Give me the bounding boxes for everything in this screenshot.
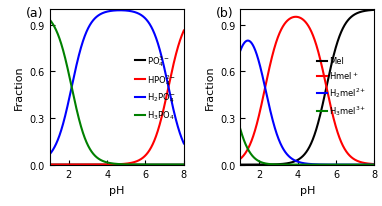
Hmel$^+$	[372, 163, 377, 166]
H$_3$PO$_4$	[181, 164, 186, 166]
H$_2$mel$^{2+}$	[246, 40, 250, 43]
H$_2$PO$_4^{-}$	[153, 36, 158, 38]
H$_3$PO$_4$	[109, 162, 113, 165]
H$_2$PO$_4^{-}$	[113, 10, 117, 13]
H$_3$mel$^{3+}$	[303, 164, 308, 166]
PO$_4^{3-}$	[178, 164, 182, 166]
Hmel$^+$	[303, 22, 308, 24]
Line: H$_3$PO$_4$: H$_3$PO$_4$	[50, 21, 184, 165]
H$_2$mel$^{2+}$	[245, 40, 249, 43]
HPO$_4^{2-}$	[109, 163, 113, 166]
PO$_4^{3-}$	[47, 164, 52, 166]
Line: H$_3$mel$^{3+}$: H$_3$mel$^{3+}$	[240, 129, 374, 165]
Mel	[368, 10, 373, 12]
HPO$_4^{2-}$	[54, 164, 59, 166]
H$_3$PO$_4$	[178, 164, 182, 166]
Line: Hmel$^+$: Hmel$^+$	[240, 18, 374, 164]
PO$_4^{3-}$	[54, 164, 59, 166]
PO$_4^{3-}$	[181, 164, 186, 166]
H$_2$mel$^{2+}$	[368, 164, 373, 166]
Line: H$_2$mel$^{2+}$: H$_2$mel$^{2+}$	[240, 41, 374, 165]
Mel	[372, 9, 377, 12]
H$_3$mel$^{3+}$	[343, 164, 348, 166]
H$_3$mel$^{3+}$	[372, 164, 377, 166]
Hmel$^+$	[293, 16, 298, 19]
H$_2$mel$^{2+}$	[372, 164, 377, 166]
Hmel$^+$	[245, 150, 249, 152]
Text: (a): (a)	[26, 7, 43, 20]
Mel	[299, 156, 304, 158]
Hmel$^+$	[343, 150, 348, 152]
Hmel$^+$	[368, 163, 373, 165]
H$_2$mel$^{2+}$	[238, 50, 243, 53]
Line: HPO$_4^{2-}$: HPO$_4^{2-}$	[50, 31, 184, 165]
Y-axis label: Fraction: Fraction	[14, 65, 24, 110]
H$_2$PO$_4^{-}$	[54, 142, 59, 145]
Mel	[368, 10, 373, 12]
HPO$_4^{2-}$	[178, 40, 182, 43]
H$_3$PO$_4$	[113, 163, 117, 165]
Y-axis label: Fraction: Fraction	[204, 65, 215, 110]
PO$_4^{3-}$	[113, 164, 117, 166]
Line: H$_2$PO$_4^{-}$: H$_2$PO$_4^{-}$	[50, 11, 184, 154]
HPO$_4^{2-}$	[178, 40, 182, 43]
H$_2$PO$_4^{-}$	[109, 11, 113, 13]
Mel	[343, 23, 348, 25]
PO$_4^{3-}$	[178, 164, 182, 166]
X-axis label: pH: pH	[109, 185, 125, 195]
HPO$_4^{2-}$	[181, 30, 186, 33]
H$_3$PO$_4$	[54, 30, 59, 33]
H$_3$PO$_4$	[47, 19, 52, 22]
Mel	[245, 164, 249, 166]
H$_2$mel$^{2+}$	[343, 164, 348, 166]
PO$_4^{3-}$	[153, 164, 158, 166]
Legend: PO$_4^{3-}$, HPO$_4^{2-}$, H$_2$PO$_4^{-}$, H$_3$PO$_4$: PO$_4^{3-}$, HPO$_4^{2-}$, H$_2$PO$_4^{-…	[131, 50, 180, 125]
HPO$_4^{2-}$	[113, 163, 117, 166]
H$_2$PO$_4^{-}$	[178, 133, 182, 135]
H$_2$PO$_4^{-}$	[118, 10, 122, 12]
Hmel$^+$	[238, 158, 243, 160]
H$_3$mel$^{3+}$	[368, 164, 373, 166]
H$_3$PO$_4$	[153, 164, 158, 166]
H$_2$mel$^{2+}$	[368, 164, 373, 166]
Hmel$^+$	[299, 19, 304, 21]
Hmel$^+$	[368, 163, 373, 165]
H$_2$mel$^{2+}$	[299, 162, 304, 164]
X-axis label: pH: pH	[299, 185, 315, 195]
Line: Mel: Mel	[240, 11, 374, 165]
H$_3$mel$^{3+}$	[238, 128, 243, 130]
H$_3$mel$^{3+}$	[368, 164, 373, 166]
H$_2$PO$_4^{-}$	[181, 143, 186, 145]
PO$_4^{3-}$	[109, 164, 113, 166]
Legend: Mel, Hmel$^+$, H$_2$mel$^{2+}$, H$_3$mel$^{3+}$: Mel, Hmel$^+$, H$_2$mel$^{2+}$, H$_3$mel…	[314, 54, 370, 121]
H$_3$PO$_4$	[178, 164, 182, 166]
Mel	[238, 164, 243, 166]
H$_2$PO$_4^{-}$	[178, 132, 182, 135]
H$_3$mel$^{3+}$	[299, 164, 304, 166]
HPO$_4^{2-}$	[153, 137, 158, 140]
H$_2$mel$^{2+}$	[303, 163, 308, 165]
H$_2$PO$_4^{-}$	[47, 153, 52, 156]
HPO$_4^{2-}$	[47, 164, 52, 166]
Mel	[303, 152, 308, 155]
H$_3$mel$^{3+}$	[245, 146, 249, 149]
Text: (b): (b)	[216, 7, 234, 20]
